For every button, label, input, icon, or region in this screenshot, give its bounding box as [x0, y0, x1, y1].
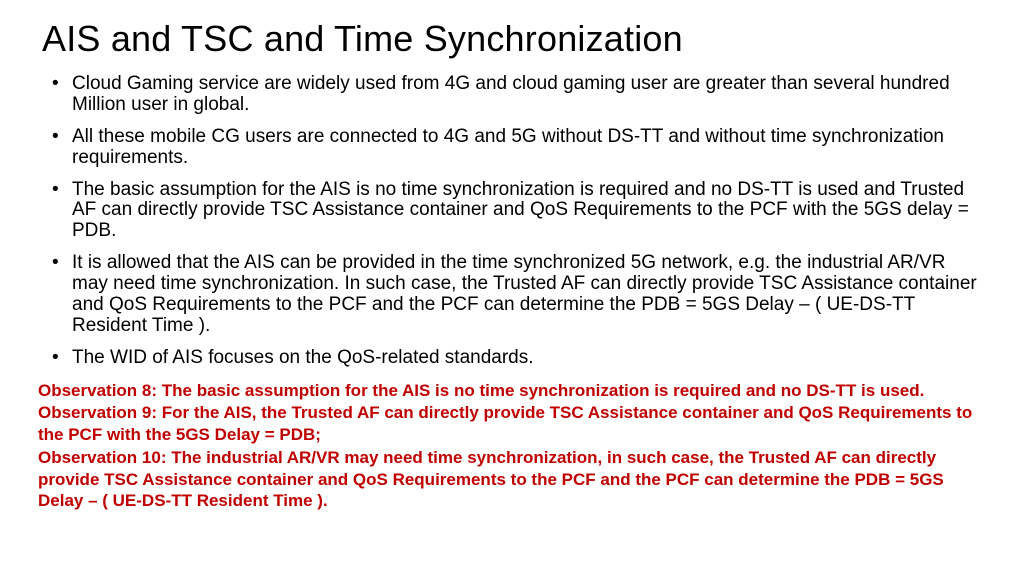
bullet-item: It is allowed that the AIS can be provid… [56, 253, 980, 337]
observation-line: Observation 8: The basic assumption for … [38, 380, 980, 402]
bullet-item: The basic assumption for the AIS is no t… [56, 180, 980, 243]
bullet-item: All these mobile CG users are connected … [56, 127, 980, 169]
slide-title: AIS and TSC and Time Synchronization [42, 18, 986, 60]
observations-block: Observation 8: The basic assumption for … [38, 380, 986, 513]
observation-line: Observation 10: The industrial AR/VR may… [38, 447, 980, 512]
bullet-list: Cloud Gaming service are widely used fro… [38, 74, 986, 369]
bullet-item: Cloud Gaming service are widely used fro… [56, 74, 980, 116]
bullet-item: The WID of AIS focuses on the QoS-relate… [56, 348, 980, 369]
observation-line: Observation 9: For the AIS, the Trusted … [38, 402, 980, 446]
slide: AIS and TSC and Time Synchronization Clo… [0, 0, 1024, 576]
